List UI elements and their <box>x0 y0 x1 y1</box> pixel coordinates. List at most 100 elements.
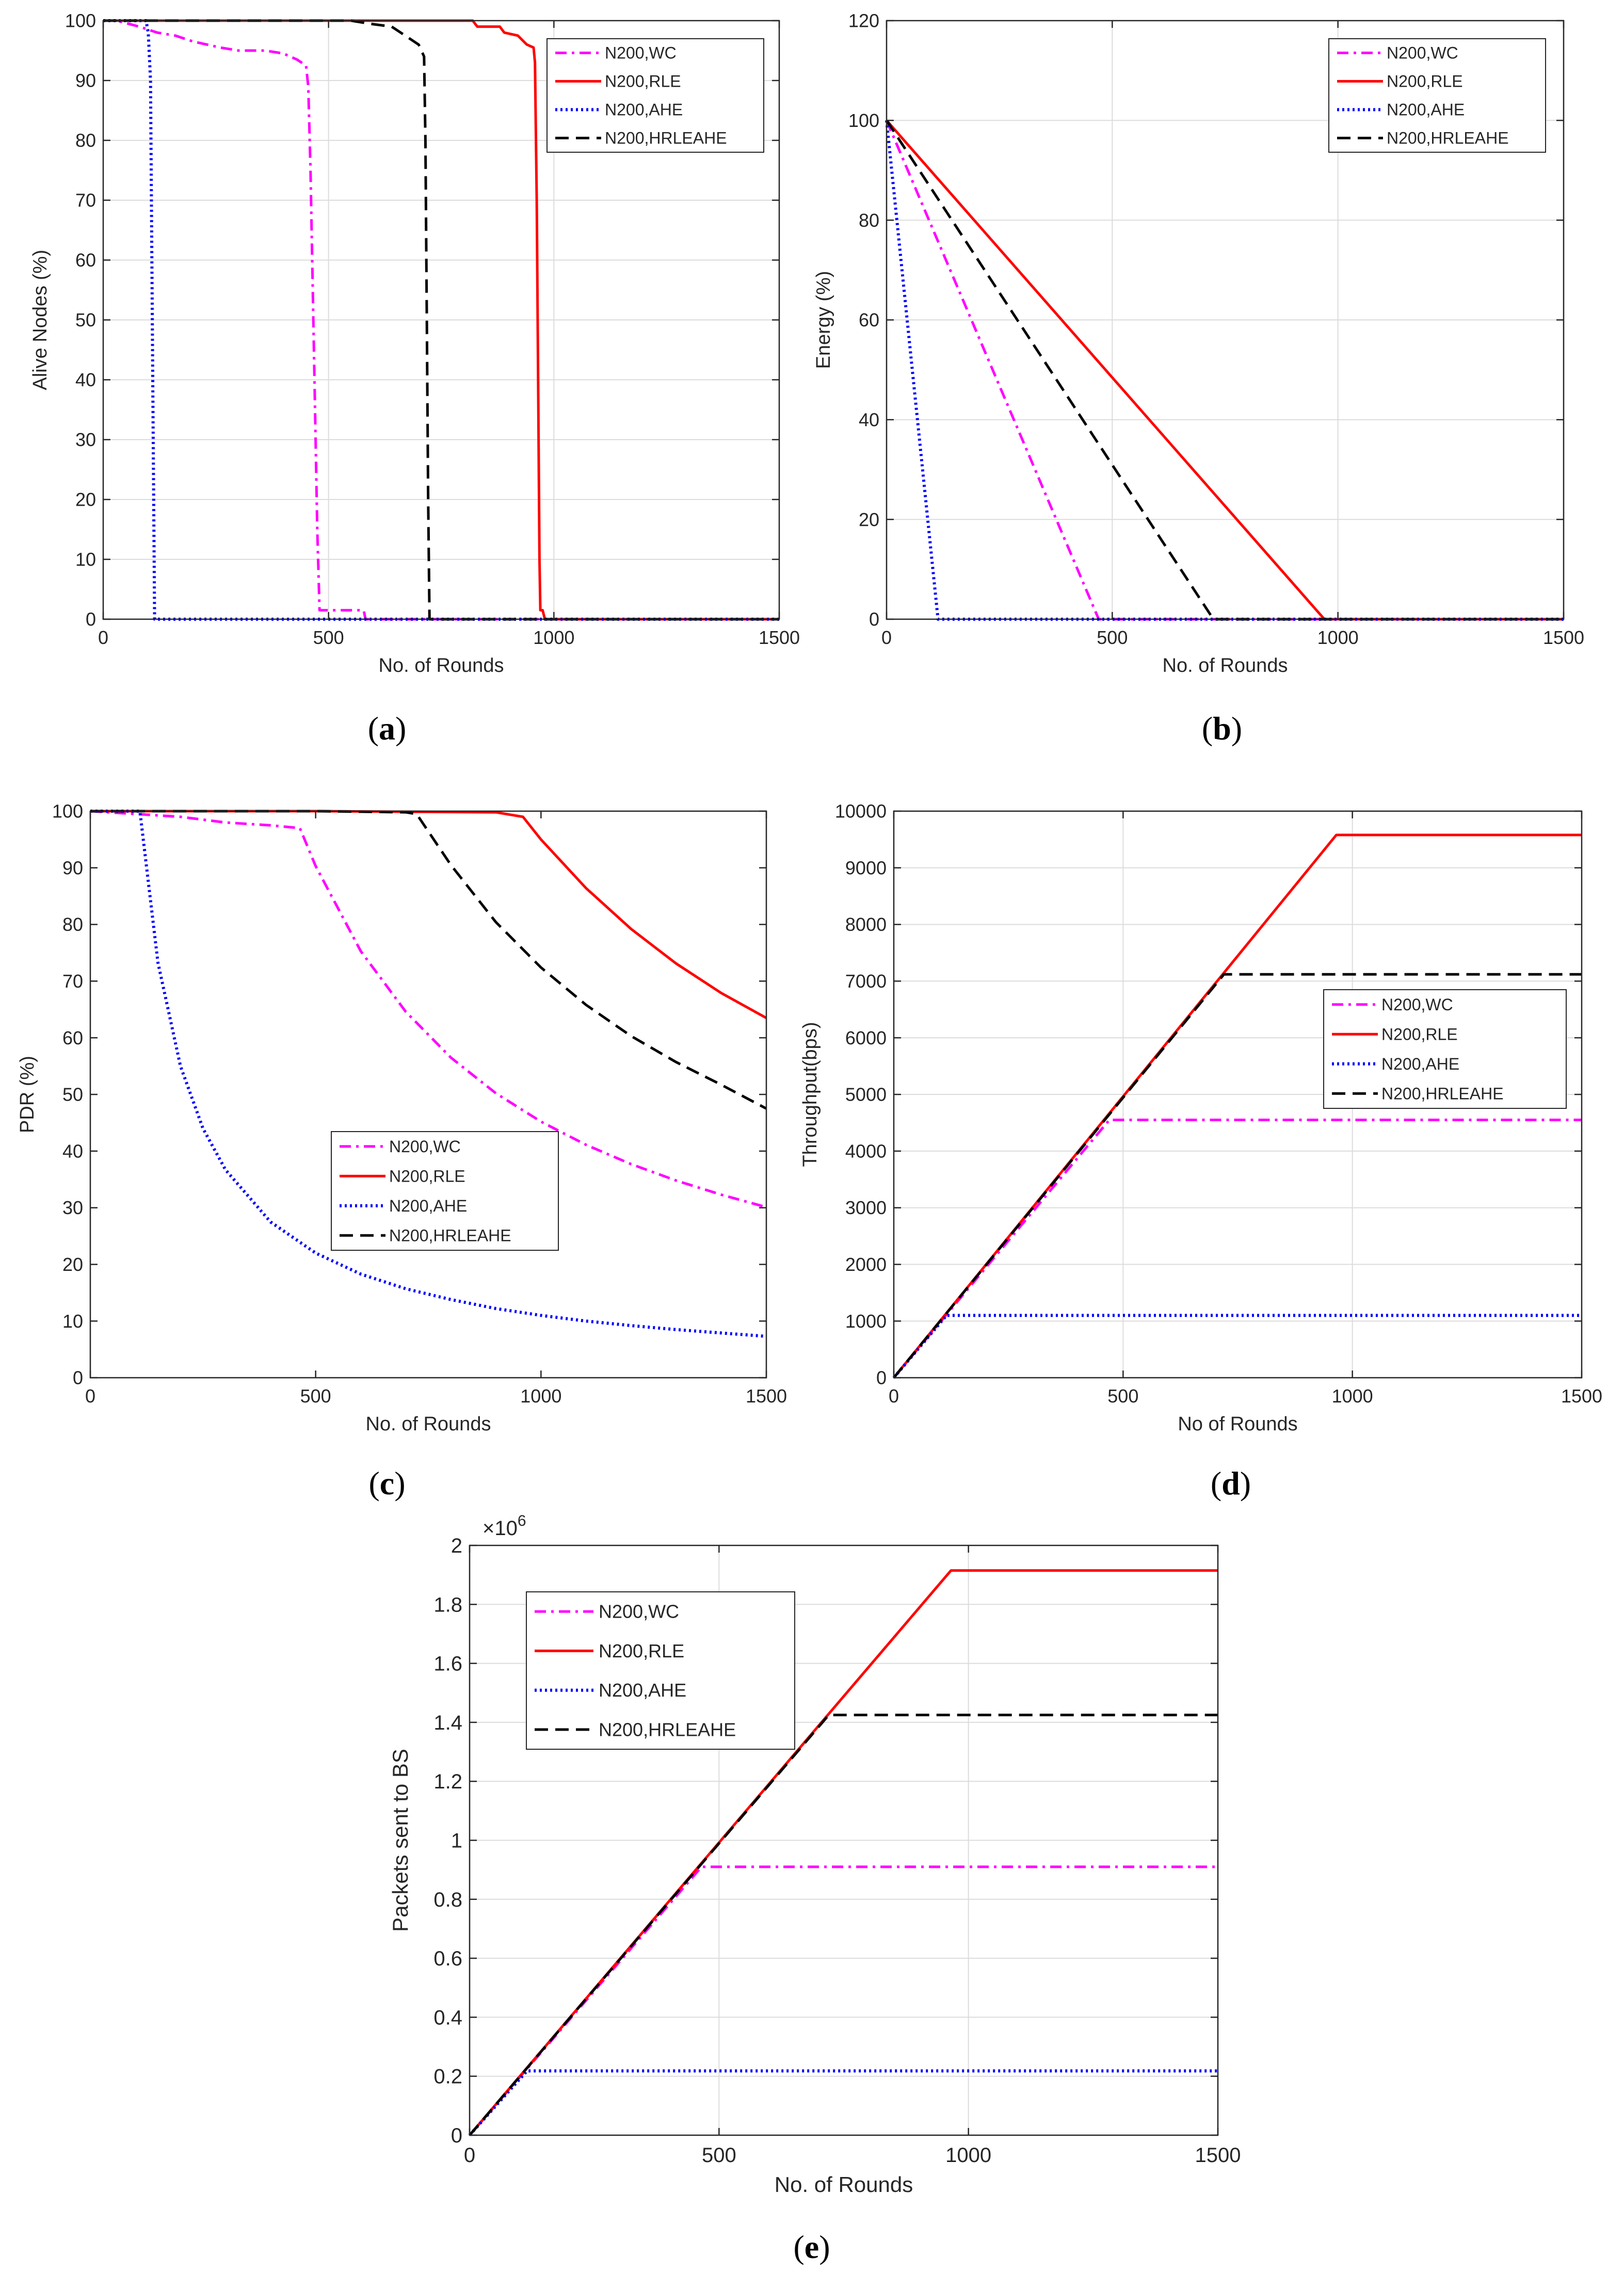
ytick-label-e-3: 0.6 <box>433 1947 462 1970</box>
ytick-label-b-1: 20 <box>859 509 879 530</box>
legend-entry-a-2: N200,AHE <box>605 101 683 119</box>
legend-entry-d-3: N200,HRLEAHE <box>1381 1084 1504 1103</box>
xtick-label-b-3: 1500 <box>1543 627 1584 648</box>
legend-entry-a-1: N200,RLE <box>605 72 681 91</box>
x-axis-label-a: No. of Rounds <box>379 655 504 676</box>
xtick-label-a-3: 1500 <box>759 627 800 648</box>
legend-entry-d-2: N200,AHE <box>1381 1055 1459 1073</box>
ytick-label-b-3: 60 <box>859 310 879 331</box>
ytick-label-e-7: 1.4 <box>433 1712 462 1734</box>
xtick-label-d-2: 1000 <box>1332 1385 1373 1407</box>
xtick-label-d-0: 0 <box>889 1385 899 1407</box>
xtick-label-b-2: 1000 <box>1317 627 1359 648</box>
legend-box-e <box>526 1591 795 1750</box>
xtick-label-a-0: 0 <box>98 627 108 648</box>
xtick-label-e-0: 0 <box>464 2144 475 2167</box>
legend-c: N200,WC N200,RLE N200,AHE N200,HRLEAHE <box>331 1131 559 1251</box>
ytick-label-a-5: 50 <box>75 310 96 331</box>
ytick-label-c-0: 0 <box>73 1367 83 1389</box>
ytick-label-d-6: 6000 <box>845 1027 887 1049</box>
ytick-label-c-1: 10 <box>62 1311 83 1332</box>
ytick-label-d-0: 0 <box>876 1367 887 1389</box>
x-axis-label-d: No of Rounds <box>1178 1413 1297 1435</box>
ytick-label-a-8: 80 <box>75 130 96 151</box>
legend-entry-b-3: N200,HRLEAHE <box>1387 129 1509 148</box>
y-exponent-e: ×106 <box>483 1512 526 1540</box>
series-line-c-n200-wc <box>90 810 767 1208</box>
panel-label-e: (e) <box>793 2229 830 2265</box>
chart-e: 0 500 1000 1500 0 0.2 0.4 0.6 0.8 1 1.2 1.4 1.6 1.8 2 ×… <box>388 1512 1241 2197</box>
ytick-label-a-9: 90 <box>75 70 96 91</box>
y-axis-label-d: Throughput(bps) <box>799 1022 821 1167</box>
ytick-label-a-2: 20 <box>75 489 96 510</box>
panel-label-b: (b) <box>1201 710 1243 747</box>
legend-entry-e-2: N200,AHE <box>599 1680 686 1701</box>
legend-e: N200,WC N200,RLE N200,AHE N200,HRLEAHE <box>526 1591 795 1750</box>
legend-entry-c-0: N200,WC <box>389 1137 461 1156</box>
ytick-label-c-4: 40 <box>62 1140 83 1162</box>
ytick-label-d-10: 10000 <box>835 801 887 822</box>
ytick-label-b-2: 40 <box>859 409 879 430</box>
xtick-label-e-1: 500 <box>702 2144 736 2167</box>
ytick-label-e-0: 0 <box>451 2124 462 2147</box>
panel-label-c: (c) <box>368 1465 406 1502</box>
series-line-a-n200-ahe <box>103 19 779 621</box>
legend-entry-b-0: N200,WC <box>1387 44 1458 62</box>
ytick-label-c-8: 80 <box>62 914 83 935</box>
legend-entry-c-1: N200,RLE <box>389 1167 465 1185</box>
ytick-label-b-6: 120 <box>848 10 879 31</box>
legend-entry-b-1: N200,RLE <box>1387 72 1463 91</box>
xtick-label-d-1: 500 <box>1107 1385 1138 1407</box>
series-line-e-n200-hrleahe <box>469 1714 1218 2136</box>
ytick-label-a-10: 100 <box>65 10 96 31</box>
xtick-label-a-2: 1000 <box>533 627 574 648</box>
series-line-a-n200-hrleahe <box>103 19 779 621</box>
chart-c: 0 500 1000 1500 0 10 20 30 40 50 60 70 80 90 100 No. of… <box>17 801 787 1435</box>
chart-b: 0 500 1000 1500 0 20 40 60 80 100 120 No. of Rounds… <box>813 10 1584 676</box>
ytick-label-e-10: 2 <box>451 1535 462 1557</box>
series-line-a-n200-rle <box>103 19 779 621</box>
legend-entry-e-3: N200,HRLEAHE <box>599 1719 736 1740</box>
ytick-label-e-2: 0.4 <box>433 2006 462 2029</box>
chart-a: 0 500 1000 1500 0 10 20 30 40 50 60 70 80 90 100 No. of… <box>29 10 800 676</box>
ytick-label-e-1: 0.2 <box>433 2066 462 2088</box>
ytick-label-d-8: 8000 <box>845 914 887 935</box>
x-axis-label-b: No. of Rounds <box>1163 655 1288 676</box>
legend-a: N200,WC N200,RLE N200,AHE N200,HRLEAHE <box>546 38 764 153</box>
ytick-label-c-3: 30 <box>62 1197 83 1218</box>
ytick-label-b-4: 80 <box>859 209 879 231</box>
ytick-label-c-10: 100 <box>52 801 83 822</box>
series-line-a-n200-wc <box>103 19 779 621</box>
legend-entry-a-3: N200,HRLEAHE <box>605 129 727 148</box>
legend-entry-b-2: N200,AHE <box>1387 101 1465 119</box>
ytick-label-d-7: 7000 <box>845 971 887 992</box>
ytick-label-e-6: 1.2 <box>433 1770 462 1793</box>
ytick-label-a-0: 0 <box>86 609 96 630</box>
xtick-label-b-1: 500 <box>1097 627 1128 648</box>
plot-area-c <box>90 811 766 1378</box>
ytick-label-e-9: 1.8 <box>433 1593 462 1616</box>
ytick-label-b-0: 0 <box>869 609 879 630</box>
legend-entry-d-1: N200,RLE <box>1381 1025 1458 1043</box>
xtick-label-c-3: 1500 <box>746 1385 787 1407</box>
ytick-label-d-4: 4000 <box>845 1140 887 1162</box>
chart-d: 0 500 1000 1500 0 1000 2000 3000 4000 5000 6000 700… <box>799 801 1602 1435</box>
legend-box-a <box>546 38 764 153</box>
xtick-label-e-3: 1500 <box>1195 2144 1241 2167</box>
ytick-label-d-9: 9000 <box>845 857 887 878</box>
legend-entry-e-0: N200,WC <box>599 1601 679 1622</box>
ytick-label-a-3: 30 <box>75 429 96 450</box>
series-line-c-n200-ahe <box>90 810 767 1338</box>
series-line-d-n200-hrleahe <box>893 973 1582 1379</box>
ytick-label-e-8: 1.6 <box>433 1653 462 1675</box>
x-axis-label-e: No. of Rounds <box>775 2172 913 2197</box>
legend-box-c <box>331 1131 559 1251</box>
xtick-label-d-3: 1500 <box>1561 1385 1602 1407</box>
xtick-label-c-0: 0 <box>85 1385 95 1407</box>
panel-label-d: (d) <box>1210 1465 1251 1502</box>
xtick-label-b-0: 0 <box>881 627 892 648</box>
ytick-label-a-6: 60 <box>75 250 96 271</box>
legend-b: N200,WC N200,RLE N200,AHE N200,HRLEAHE <box>1328 38 1546 153</box>
panel-label-a: (a) <box>367 710 407 747</box>
xtick-label-c-2: 1000 <box>520 1385 561 1407</box>
